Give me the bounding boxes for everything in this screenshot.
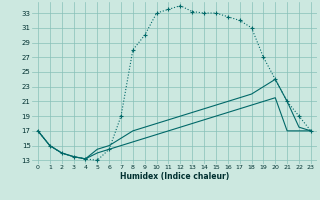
X-axis label: Humidex (Indice chaleur): Humidex (Indice chaleur)	[120, 172, 229, 181]
